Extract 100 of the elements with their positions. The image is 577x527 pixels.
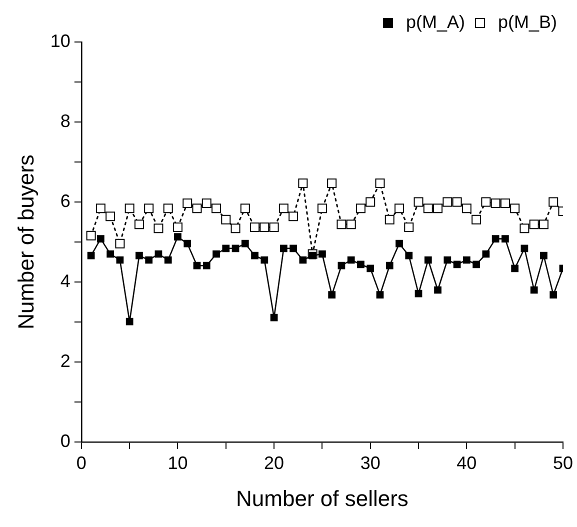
point: [452, 197, 462, 207]
point: [376, 291, 384, 298]
point: [278, 204, 288, 214]
point: [530, 286, 538, 294]
point: [520, 224, 530, 234]
point: [280, 244, 288, 252]
point: [327, 178, 337, 188]
point: [538, 220, 548, 230]
point: [145, 256, 153, 264]
point: [423, 204, 433, 214]
point: [328, 291, 336, 298]
point: [472, 214, 482, 224]
point: [520, 244, 528, 252]
point: [136, 252, 143, 260]
point: [472, 260, 480, 268]
legend-label: p(M_B): [498, 12, 558, 32]
x-tick-label: 30: [360, 452, 380, 473]
point: [96, 204, 106, 214]
point: [290, 244, 297, 252]
point: [260, 256, 268, 264]
point: [490, 198, 500, 208]
point: [298, 178, 308, 188]
point: [540, 252, 548, 260]
point: [232, 244, 240, 252]
point: [124, 204, 134, 214]
point: [529, 220, 539, 230]
point: [433, 204, 443, 214]
point: [357, 260, 364, 268]
point: [394, 204, 404, 214]
point: [212, 204, 222, 214]
point: [338, 262, 346, 270]
point: [317, 204, 327, 214]
y-tick-label: 2: [60, 350, 70, 371]
point: [346, 220, 356, 230]
y-tick-label: 6: [60, 190, 70, 211]
y-tick-label: 0: [60, 430, 70, 451]
point: [375, 178, 385, 188]
point: [163, 204, 173, 214]
point: [548, 197, 558, 207]
point: [482, 250, 490, 258]
point: [510, 204, 520, 214]
point: [193, 262, 201, 270]
point: [144, 204, 154, 214]
point: [97, 235, 104, 242]
point: [366, 197, 376, 207]
point: [86, 230, 96, 240]
point: [404, 222, 414, 232]
point: [182, 198, 192, 208]
point: [442, 197, 452, 207]
point: [270, 314, 278, 322]
point: [164, 256, 172, 264]
point: [511, 264, 519, 272]
point: [492, 235, 500, 242]
point: [356, 204, 366, 214]
point: [347, 256, 355, 264]
point: [453, 260, 461, 268]
point: [106, 250, 114, 258]
point: [202, 198, 212, 208]
x-tick-label: 0: [76, 452, 86, 473]
point: [462, 256, 470, 264]
point: [396, 240, 403, 248]
point: [288, 212, 298, 222]
point: [174, 233, 182, 240]
point: [115, 238, 125, 248]
point: [250, 222, 260, 232]
point: [502, 235, 509, 242]
point: [462, 204, 472, 214]
point: [192, 204, 202, 214]
point: [299, 256, 307, 264]
y-tick-label: 10: [50, 30, 70, 51]
x-axis-title: Number of sellers: [236, 486, 408, 511]
x-tick-label: 10: [168, 452, 188, 473]
point: [241, 240, 249, 248]
legend-label: p(M_A): [406, 12, 465, 32]
point: [126, 318, 134, 326]
point: [251, 252, 258, 260]
x-tick-label: 40: [456, 452, 477, 473]
point: [366, 264, 374, 272]
point: [336, 220, 346, 230]
point: [184, 240, 192, 248]
point: [414, 197, 424, 207]
point: [154, 250, 162, 258]
point: [260, 222, 270, 232]
point: [550, 291, 558, 298]
point: [318, 250, 326, 258]
point: [222, 244, 230, 252]
point: [434, 286, 442, 294]
point: [269, 222, 279, 232]
point: [308, 252, 316, 260]
point: [424, 256, 432, 264]
point: [212, 250, 220, 258]
point: [106, 212, 116, 222]
point: [384, 214, 394, 224]
y-tick-label: 4: [60, 270, 70, 291]
point: [116, 256, 124, 264]
point: [87, 252, 95, 260]
point: [444, 256, 452, 264]
y-axis-title: Number of buyers: [13, 154, 38, 330]
point: [500, 198, 510, 208]
point: [481, 197, 491, 207]
